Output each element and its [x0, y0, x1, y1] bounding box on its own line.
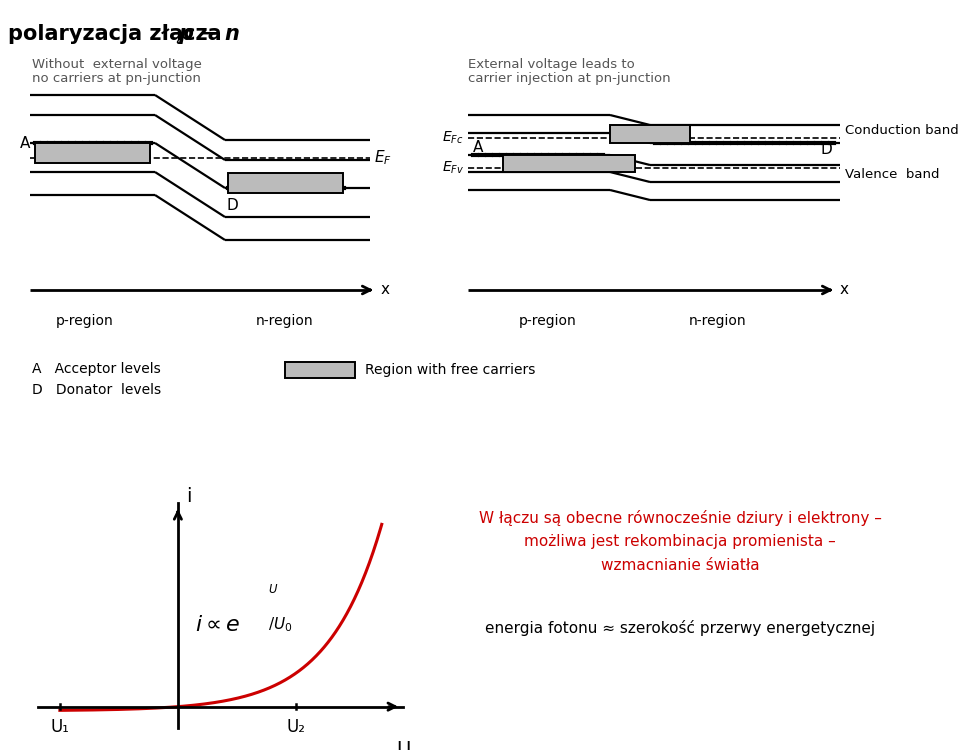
Text: n-region: n-region: [689, 314, 747, 328]
Text: p-region: p-region: [519, 314, 577, 328]
Text: możliwa jest rekombinacja promienista –: możliwa jest rekombinacja promienista –: [524, 534, 836, 549]
Text: energia fotonu ≈ szerokość przerwy energetycznej: energia fotonu ≈ szerokość przerwy energ…: [485, 620, 876, 636]
Text: x: x: [381, 283, 390, 298]
Text: D: D: [226, 197, 238, 212]
Text: A: A: [20, 136, 31, 151]
Text: D: D: [820, 142, 831, 158]
Text: $i \propto e$: $i \propto e$: [195, 614, 241, 634]
Text: $E_{Fc}$: $E_{Fc}$: [443, 130, 464, 146]
Bar: [503, 155, 635, 172]
Bar: [285, 362, 355, 378]
Text: i: i: [186, 488, 192, 506]
Text: D   Donator  levels: D Donator levels: [32, 383, 161, 397]
Text: n-region: n-region: [256, 314, 314, 328]
Text: U: U: [396, 740, 410, 750]
Text: Conduction band: Conduction band: [845, 124, 959, 136]
Text: Without  external voltage: Without external voltage: [32, 58, 202, 71]
Text: W łączu są obecne równocześnie dziury i elektrony –: W łączu są obecne równocześnie dziury i …: [479, 510, 881, 526]
Text: A: A: [473, 140, 484, 155]
Text: p-region: p-region: [56, 314, 114, 328]
Text: no carriers at pn-junction: no carriers at pn-junction: [32, 72, 201, 85]
Bar: [610, 125, 690, 143]
Text: $E_{Fv}$: $E_{Fv}$: [442, 160, 464, 176]
Text: $E_F$: $E_F$: [374, 148, 392, 167]
Text: Region with free carriers: Region with free carriers: [365, 363, 536, 377]
Text: U₂: U₂: [286, 718, 305, 736]
Text: $/{U_0}$: $/{U_0}$: [268, 615, 293, 634]
Text: wzmacnianie światła: wzmacnianie światła: [601, 558, 759, 573]
Text: p − n: p − n: [178, 24, 240, 44]
Text: Valence  band: Valence band: [845, 167, 940, 181]
Text: carrier injection at pn-junction: carrier injection at pn-junction: [468, 72, 671, 85]
Text: x: x: [840, 283, 849, 298]
Text: $^{U}$: $^{U}$: [268, 585, 278, 603]
Text: External voltage leads to: External voltage leads to: [468, 58, 635, 71]
Bar: [35, 143, 150, 163]
Bar: [228, 173, 343, 193]
Text: U₁: U₁: [51, 718, 69, 736]
Text: polaryzacja złącza: polaryzacja złącza: [8, 24, 228, 44]
Text: A   Acceptor levels: A Acceptor levels: [32, 362, 160, 376]
